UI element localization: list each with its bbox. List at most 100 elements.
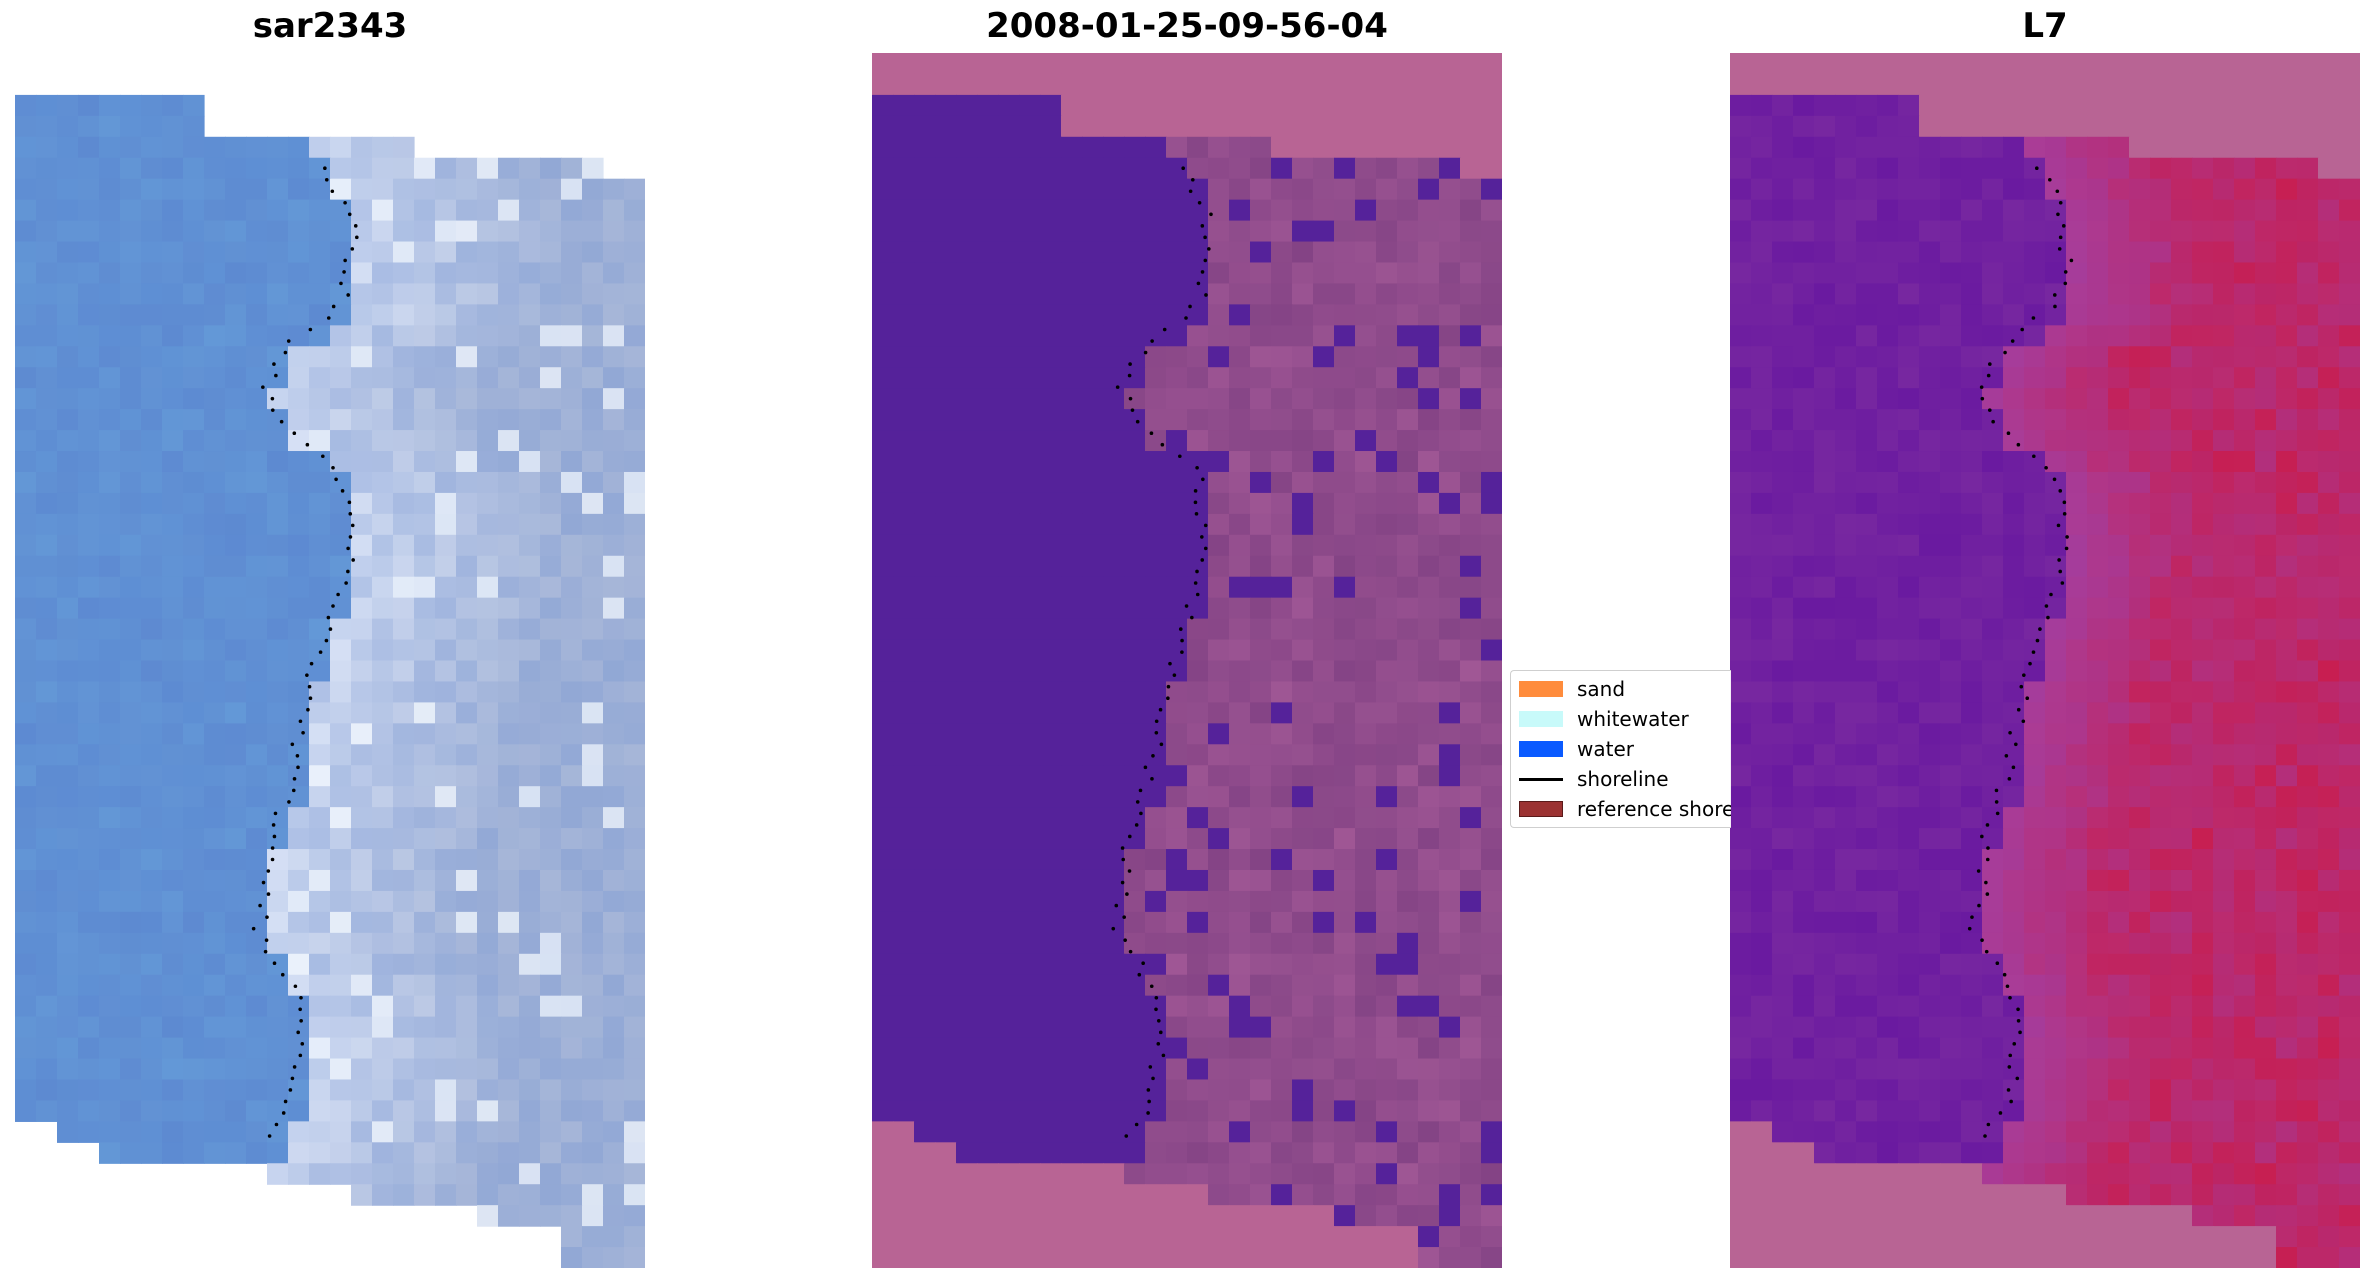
image-pixel: [288, 660, 310, 683]
image-pixel: [1481, 869, 1502, 892]
image-pixel: [1439, 304, 1461, 326]
image-pixel: [288, 136, 310, 159]
image-pixel: [498, 869, 520, 892]
image-pixel: [2213, 513, 2235, 536]
image-pixel: [2129, 325, 2151, 347]
image-pixel: [288, 911, 310, 934]
image-pixel: [2234, 618, 2256, 641]
image-pixel: [872, 262, 894, 285]
image-pixel: [977, 786, 999, 808]
image-pixel: [2255, 974, 2277, 997]
image-pixel: [15, 1037, 37, 1060]
image-pixel: [1313, 869, 1335, 892]
image-pixel: [15, 849, 37, 871]
image-pixel: [477, 660, 499, 683]
image-pixel: [1124, 534, 1146, 557]
image-pixel: [603, 1058, 625, 1081]
image-pixel: [498, 597, 520, 620]
image-pixel: [2150, 430, 2172, 452]
image-pixel: [414, 262, 436, 285]
image-pixel: [893, 346, 915, 368]
image-pixel: [498, 430, 520, 452]
image-pixel: [624, 597, 645, 620]
image-pixel: [1271, 681, 1293, 703]
image-pixel: [498, 828, 520, 850]
image-pixel: [1103, 890, 1125, 913]
image-pixel: [998, 1121, 1020, 1143]
image-pixel: [2276, 1058, 2298, 1081]
image-pixel: [2255, 534, 2277, 557]
image-pixel: [1061, 618, 1083, 641]
image-pixel: [183, 136, 205, 159]
image-pixel: [1961, 1037, 1983, 1060]
image-pixel: [1418, 367, 1440, 389]
image-pixel: [435, 409, 457, 431]
image-pixel: [914, 828, 936, 850]
image-pixel: [1376, 283, 1398, 305]
image-pixel: [435, 492, 457, 515]
image-pixel: [1124, 1247, 1146, 1268]
image-pixel: [1730, 451, 1752, 473]
image-pixel: [330, 1142, 352, 1164]
image-pixel: [246, 702, 268, 724]
image-pixel: [1355, 241, 1377, 264]
image-pixel: [225, 681, 247, 703]
image-pixel: [1982, 723, 2004, 745]
image-pixel: [36, 262, 58, 285]
image-pixel: [183, 890, 205, 913]
image-pixel: [393, 471, 415, 494]
image-pixel: [1793, 430, 1815, 452]
image-pixel: [1751, 1079, 1773, 1102]
image-pixel: [2003, 513, 2025, 536]
image-pixel: [498, 786, 520, 808]
image-pixel: [1103, 115, 1125, 138]
image-pixel: [78, 409, 100, 431]
image-pixel: [456, 576, 478, 599]
image-pixel: [1271, 241, 1293, 264]
image-pixel: [2339, 597, 2360, 620]
image-pixel: [1793, 555, 1815, 578]
image-pixel: [1877, 849, 1899, 871]
image-pixel: [2171, 744, 2193, 766]
image-pixel: [2129, 220, 2151, 243]
image-pixel: [2255, 618, 2277, 641]
image-pixel: [1061, 1205, 1083, 1227]
image-pixel: [1982, 765, 2004, 787]
image-pixel: [225, 1058, 247, 1081]
image-pixel: [1355, 1226, 1377, 1248]
image-pixel: [36, 911, 58, 934]
image-pixel: [1103, 94, 1125, 117]
image-pixel: [1061, 409, 1083, 431]
image-pixel: [2171, 304, 2193, 326]
image-pixel: [2024, 1037, 2046, 1060]
image-pixel: [914, 1100, 936, 1122]
image-pixel: [1982, 1121, 2004, 1143]
shoreline-point: [1188, 304, 1192, 309]
image-pixel: [1376, 471, 1398, 494]
shoreline-point: [323, 166, 327, 171]
image-pixel: [351, 471, 373, 494]
image-pixel: [624, 723, 645, 745]
image-pixel: [1103, 178, 1125, 201]
image-pixel: [2276, 136, 2298, 159]
image-pixel: [183, 932, 205, 955]
image-pixel: [1418, 157, 1440, 180]
image-pixel: [2339, 304, 2360, 326]
image-pixel: [2297, 471, 2319, 494]
image-pixel: [1229, 346, 1251, 368]
image-pixel: [15, 346, 37, 368]
image-pixel: [2003, 702, 2025, 724]
image-pixel: [1187, 1142, 1209, 1164]
image-pixel: [267, 513, 289, 536]
image-pixel: [309, 1100, 331, 1122]
image-pixel: [956, 618, 978, 641]
image-pixel: [1418, 890, 1440, 913]
image-pixel: [2192, 1058, 2214, 1081]
image-pixel: [1082, 576, 1104, 599]
image-pixel: [1166, 220, 1188, 243]
image-pixel: [1229, 953, 1251, 976]
image-pixel: [624, 1037, 645, 1060]
image-pixel: [78, 178, 100, 201]
image-pixel: [99, 1100, 121, 1122]
image-pixel: [2276, 1016, 2298, 1039]
